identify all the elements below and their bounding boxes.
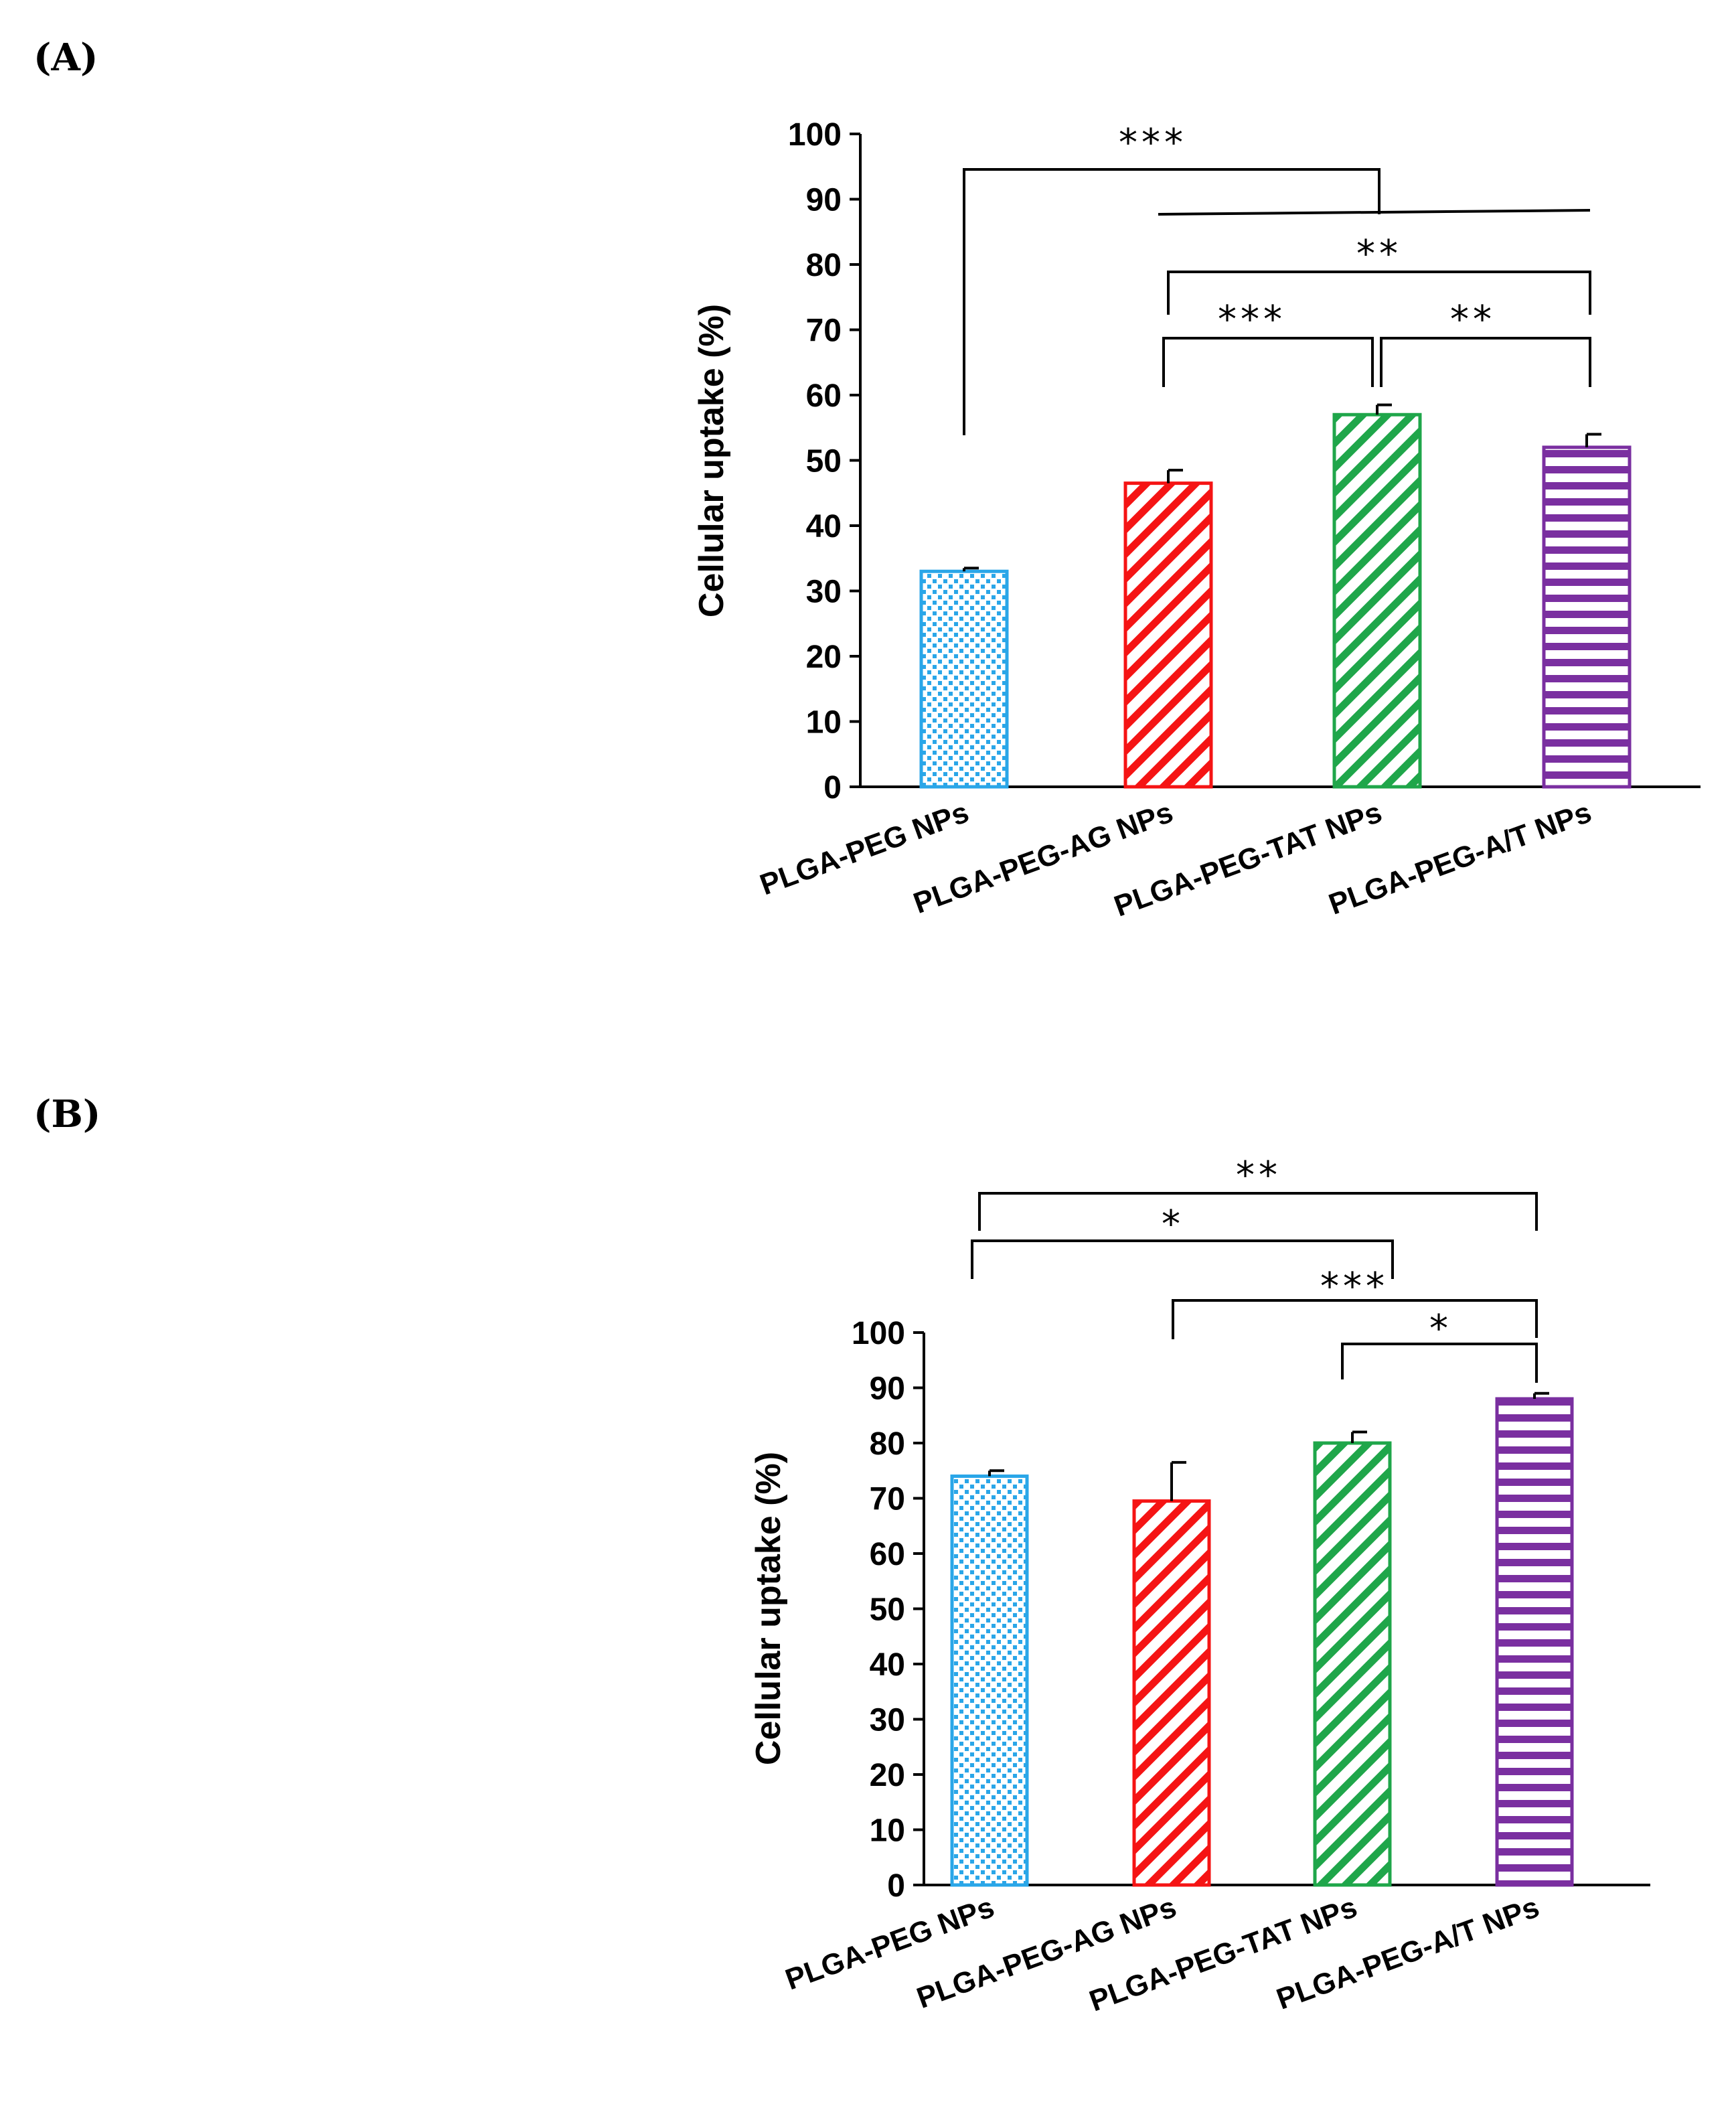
y-tick-label: 0 [887, 1868, 905, 1904]
y-tick-label: 60 [806, 378, 842, 414]
significance-bracket: * [971, 1203, 1394, 1279]
y-tick-label: 10 [806, 705, 842, 741]
significance-bracket: *** [1162, 298, 1374, 387]
bar-plga-peg-nps [950, 1475, 1029, 1887]
y-tick-label: 20 [870, 1758, 905, 1793]
significance-bracket: *** [963, 121, 1591, 435]
y-tick-label: 40 [806, 509, 842, 544]
panel-label: (B) [33, 1092, 100, 1136]
y-tick-label: 70 [806, 313, 842, 349]
y-tick-label: 10 [870, 1813, 905, 1849]
y-tick-label: 80 [806, 248, 842, 283]
panel-label: (A) [33, 35, 98, 80]
significance-bracket: * [1341, 1307, 1538, 1383]
bracket-line [963, 168, 1380, 435]
y-tick-label: 80 [870, 1426, 905, 1462]
significance-label: *** [1320, 1265, 1389, 1308]
y-axis-label: Cellular uptake (%) [692, 304, 731, 617]
significance-bracket: ** [978, 1154, 1538, 1231]
significance-label: *** [1218, 298, 1286, 342]
bracket-line [1172, 1299, 1538, 1339]
bracket-line [971, 1239, 1394, 1279]
y-tick-label: 90 [806, 183, 842, 218]
significance-bracket: ** [1380, 298, 1591, 387]
y-tick-label: 60 [870, 1537, 905, 1572]
bar-plga-peg-a-t-nps [1542, 445, 1632, 789]
y-tick-label: 30 [870, 1703, 905, 1738]
significance-label: ** [1450, 298, 1496, 342]
bracket-line [1341, 1343, 1538, 1383]
significance-label: ** [1236, 1154, 1281, 1197]
significance-label: *** [1119, 121, 1187, 165]
bracket-line [1158, 209, 1591, 216]
y-tick-label: 20 [806, 639, 842, 675]
bar-plga-peg-nps [919, 569, 1009, 789]
bar-plga-peg-tat-nps [1332, 412, 1422, 789]
bar-plga-peg-ag-nps [1132, 1499, 1211, 1887]
significance-bracket: *** [1172, 1265, 1538, 1339]
panel-a: (A) 0 10 20 30 40 50 60 70 80 90 100 Cellular uptake… [33, 35, 1701, 923]
bracket-line [978, 1192, 1538, 1231]
y-tick-label: 0 [823, 770, 842, 806]
y-tick-label: 50 [806, 444, 842, 479]
significance-label: * [1429, 1307, 1452, 1351]
bar-plga-peg-a-t-nps [1495, 1397, 1574, 1887]
y-tick-label: 100 [852, 1316, 905, 1351]
bracket-line [1380, 337, 1591, 387]
bracket-line [1167, 271, 1591, 315]
significance-bracket: ** [1167, 232, 1591, 315]
bar-plga-peg-tat-nps [1313, 1441, 1392, 1887]
significance-label: ** [1356, 232, 1402, 276]
y-tick-label: 50 [870, 1592, 905, 1628]
y-axis-label: Cellular uptake (%) [749, 1452, 788, 1765]
panel-b: (B) 0 10 20 30 40 50 60 70 80 90 100 Cellular uptake… [33, 1092, 1650, 2018]
y-tick-label: 70 [870, 1482, 905, 1517]
y-tick-label: 90 [870, 1371, 905, 1407]
y-tick-label: 100 [788, 117, 842, 153]
bar-plga-peg-ag-nps [1123, 481, 1213, 789]
y-tick-label: 40 [870, 1647, 905, 1683]
significance-label: * [1162, 1203, 1184, 1246]
y-tick-label: 30 [806, 575, 842, 610]
bracket-line [1162, 337, 1374, 387]
